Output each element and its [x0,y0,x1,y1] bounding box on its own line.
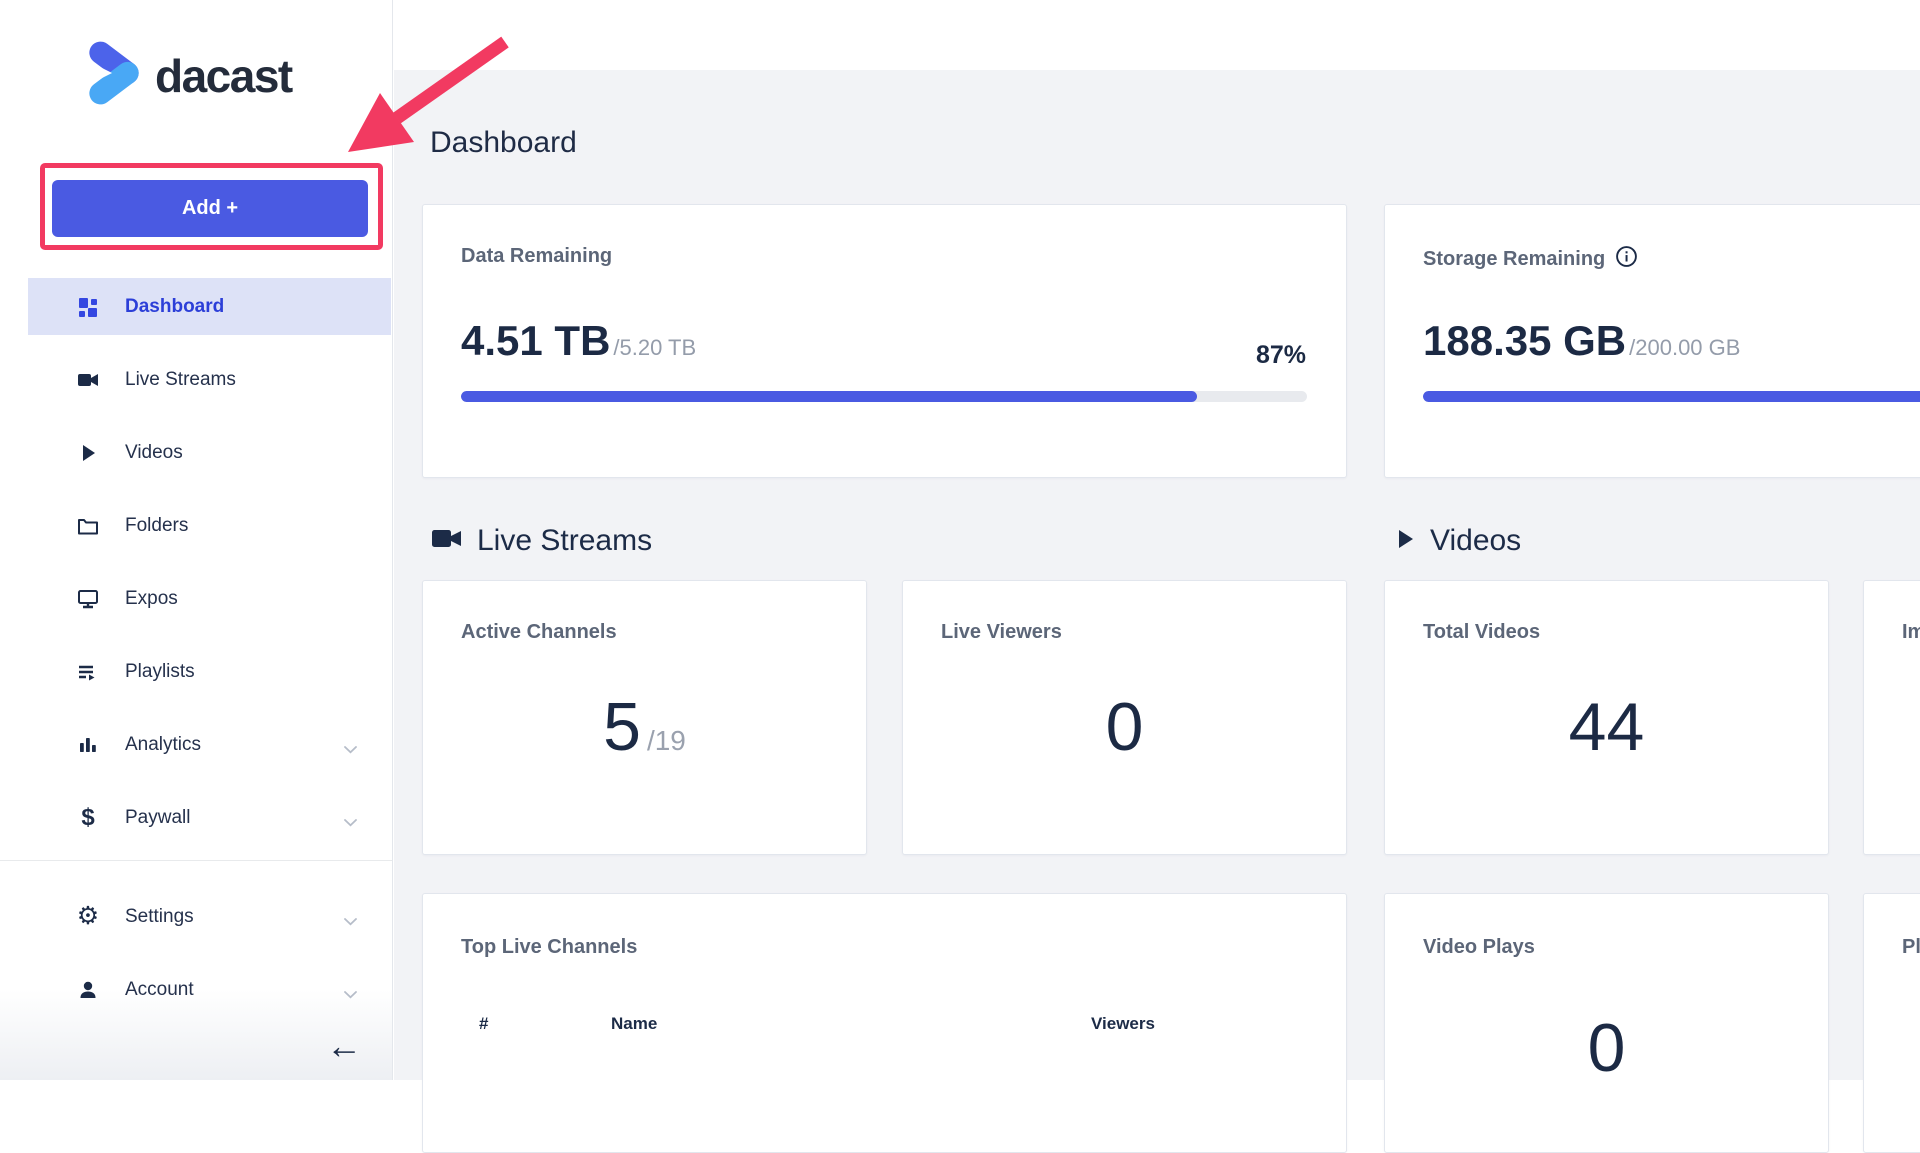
video-camera-icon [432,528,462,554]
sidebar-item-expos[interactable]: Expos [28,570,391,627]
chevron-down-icon [344,986,357,1004]
sidebar-item-dashboard[interactable]: Dashboard [28,278,391,335]
card-label: Pl [1902,936,1920,958]
sidebar-nav: Dashboard Live Streams Videos [0,278,391,862]
data-remaining-card: Data Remaining 4.51 TB /5.20 TB 87% [422,204,1347,478]
card-label: Live Viewers [941,621,1062,643]
sidebar-item-settings[interactable]: ⚙ Settings [28,888,391,945]
card-label: Active Channels [461,621,617,643]
sidebar-item-label: Dashboard [125,295,225,317]
info-icon[interactable] [1615,245,1638,274]
sidebar-item-videos[interactable]: Videos [28,424,391,481]
play-icon [76,441,100,465]
active-channels-card: Active Channels 5 /19 [422,580,867,855]
card-label: Video Plays [1423,936,1535,958]
card-label: Total Videos [1423,621,1541,643]
card-label: Storage Remaining [1423,248,1606,270]
live-viewers-card: Live Viewers 0 [902,580,1347,855]
sidebar-item-label: Playlists [125,660,195,682]
sidebar-item-label: Analytics [125,733,202,755]
active-channels-total: /19 [646,725,686,756]
sidebar-item-label: Folders [125,514,189,536]
dashboard-grid-icon [76,295,100,319]
storage-remaining-progressbar [1423,391,1920,402]
videos-section-header: Videos [1397,524,1521,558]
column-header-name: Name [611,1014,658,1033]
bar-chart-icon [76,733,100,757]
storage-remaining-value: 188.35 GB [1423,317,1627,364]
folder-icon [76,514,100,538]
video-plays-card: Video Plays 0 [1384,893,1829,1153]
live-viewers-value: 0 [1105,689,1144,765]
total-videos-card: Total Videos 44 [1384,580,1829,855]
plays-card-partial: Pl [1863,893,1920,1153]
card-label: Data Remaining [461,245,613,267]
total-videos-value: 44 [1568,689,1645,765]
add-button[interactable]: Add + [52,180,368,237]
sidebar-item-label: Videos [125,441,183,463]
sidebar-item-label: Live Streams [125,368,236,390]
data-remaining-value: 4.51 TB [461,317,611,364]
chevron-down-icon [344,913,357,931]
dacast-logo-icon [85,40,143,111]
playlist-icon [76,660,100,684]
data-remaining-total: /5.20 TB [613,335,697,360]
sidebar-item-label: Expos [125,587,178,609]
sidebar-item-account[interactable]: Account [28,961,391,1018]
play-icon [1397,529,1415,554]
storage-remaining-card: Storage Remaining 188.35 GB /200.00 GB [1384,204,1920,478]
sidebar-item-analytics[interactable]: Analytics [28,716,391,773]
sidebar-item-label: Settings [125,905,194,927]
chevron-down-icon [344,814,357,832]
section-title: Live Streams [477,524,653,557]
sidebar-collapse-button[interactable]: ← [322,1024,366,1068]
dacast-logo: dacast [85,40,293,111]
sidebar-item-playlists[interactable]: Playlists [28,643,391,700]
live-streams-section-header: Live Streams [432,524,652,558]
sidebar-bottom-fade [0,990,392,1080]
column-header-viewers: Viewers [1091,1014,1155,1033]
section-title: Videos [1430,524,1522,557]
dacast-logo-text: dacast [155,49,293,102]
video-plays-value: 0 [1587,1010,1626,1086]
data-remaining-percent: 87% [1255,341,1306,369]
sidebar-item-folders[interactable]: Folders [28,497,391,554]
person-icon [76,978,100,1002]
column-header-rank: # [479,1014,489,1033]
card-label: Im [1902,621,1920,643]
storage-remaining-total: /200.00 GB [1629,335,1741,360]
sidebar-item-label: Paywall [125,806,191,828]
top-live-channels-card: Top Live Channels # Name Viewers [422,893,1347,1153]
gear-icon: ⚙ [76,902,100,930]
video-camera-icon [76,368,100,392]
sidebar-item-paywall[interactable]: $ Paywall [28,789,391,846]
sidebar: dacast Add + Dashboard Live Strea [0,0,393,1080]
sidebar-footer-nav: ⚙ Settings Account [0,888,391,1034]
monitor-icon [76,587,100,611]
dollar-icon: $ [81,803,95,831]
page-title: Dashboard [430,126,577,159]
sidebar-item-label: Account [125,978,194,1000]
active-channels-value: 5 [603,689,641,765]
impressions-card-partial: Im [1863,580,1920,855]
progressbar-fill [1423,391,1920,402]
sidebar-divider [0,860,392,861]
progressbar-fill [461,391,1198,402]
chevron-down-icon [344,741,357,759]
card-label: Top Live Channels [461,936,638,958]
data-remaining-progressbar [461,391,1307,402]
sidebar-item-live-streams[interactable]: Live Streams [28,351,391,408]
